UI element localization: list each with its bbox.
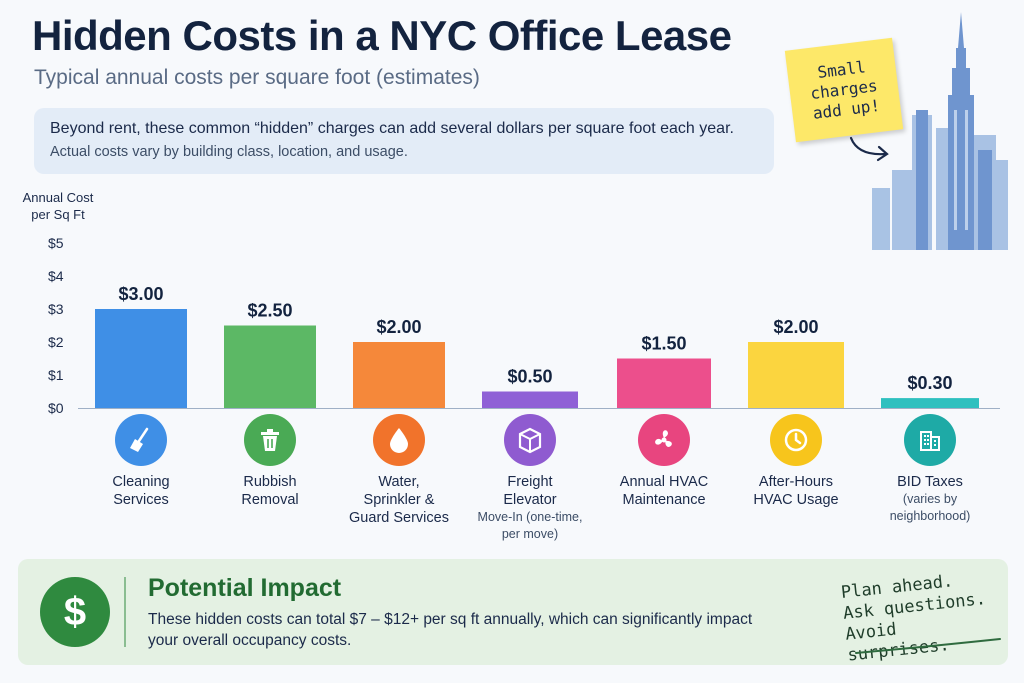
y-tick-label: $0 <box>48 400 64 416</box>
category-label-line: Elevator <box>503 492 557 508</box>
category-label-line: HVAC Usage <box>753 492 839 508</box>
page-subtitle: Typical annual costs per square foot (es… <box>34 66 480 89</box>
bar-value-label: $2.00 <box>773 317 818 337</box>
category-label-line: Removal <box>241 492 299 508</box>
category-label: Cleaning Services <box>71 473 211 509</box>
category-label-line: Maintenance <box>622 492 706 508</box>
category-label: Annual HVAC Maintenance <box>594 473 734 509</box>
category-label: Freight Elevator Move-In (one-time, per mo… <box>460 473 600 543</box>
category-label: After-Hours HVAC Usage <box>726 473 866 509</box>
y-tick-label: $2 <box>48 334 64 350</box>
bar <box>881 398 979 408</box>
broom-icon <box>115 414 167 466</box>
bar <box>617 358 711 408</box>
y-tick-label: $3 <box>48 301 64 317</box>
category-label-line: BID Taxes <box>897 474 963 490</box>
bar-chart: $0 $1 $2 $3 $4 $5 $3.00 $2.50 $2.00 $0.50 $1.50 $2.… <box>48 235 1000 416</box>
category-note: Move-In (one-time, per move) <box>477 510 583 541</box>
bar <box>95 309 187 408</box>
category-label-line: After-Hours <box>758 474 834 490</box>
category-label-line: Services <box>113 492 169 508</box>
impact-heading: Potential Impact <box>148 574 342 602</box>
y-axis-title: Annual Cost per Sq Ft <box>22 190 94 222</box>
category-label-line: Cleaning <box>112 474 170 490</box>
buildings-icon <box>904 414 956 466</box>
clock-icon <box>770 414 822 466</box>
y-tick-label: $5 <box>48 235 64 251</box>
bar-value-label: $0.30 <box>907 373 952 393</box>
category-label-line: Rubbish <box>243 474 297 490</box>
category-label-line: Water, <box>378 474 420 490</box>
bar-value-label: $0.50 <box>507 367 552 387</box>
intro-line-2: Actual costs vary by building class, loc… <box>50 144 408 160</box>
box-icon <box>504 414 556 466</box>
category-label-line: Freight <box>507 474 553 490</box>
bar <box>224 325 316 408</box>
impact-panel: $ Potential Impact These hidden costs ca… <box>18 559 1008 666</box>
sticky-note: Small charges add up! <box>784 37 904 143</box>
bar-value-label: $2.00 <box>376 317 421 337</box>
category-label: Water, Sprinkler & Guard Services <box>329 473 469 527</box>
dollar-icon: $ <box>40 577 110 647</box>
water-drop-icon <box>373 414 425 466</box>
intro-box: Beyond rent, these common “hidden” charg… <box>34 108 774 174</box>
arrow-icon <box>849 136 889 162</box>
skyline-illustration <box>872 12 1008 250</box>
tagline-underline <box>855 638 1001 654</box>
fan-icon <box>638 414 690 466</box>
bar <box>748 342 844 408</box>
bar <box>482 391 578 408</box>
trash-icon <box>244 414 296 466</box>
category-label-line: Guard Services <box>349 510 449 526</box>
page-title: Hidden Costs in a NYC Office Lease <box>32 12 732 59</box>
category-note: (varies by neighborhood) <box>889 492 971 523</box>
y-tick-label: $1 <box>48 367 64 383</box>
y-tick-label: $4 <box>48 268 64 284</box>
category-label: Rubbish Removal <box>200 473 340 509</box>
bar-value-label: $1.50 <box>641 334 686 354</box>
bar-value-label: $3.00 <box>118 284 163 304</box>
category-label-line: Annual HVAC <box>619 474 709 490</box>
category-label-line: Sprinkler & <box>363 492 435 508</box>
impact-divider <box>124 577 126 647</box>
impact-text: These hidden costs can total $7 – $12+ p… <box>148 611 753 649</box>
category-label: BID Taxes (varies by neighborhood) <box>860 473 1000 525</box>
bar <box>353 342 445 408</box>
bar-value-label: $2.50 <box>247 301 292 321</box>
intro-line-1: Beyond rent, these common “hidden” charg… <box>50 120 734 137</box>
